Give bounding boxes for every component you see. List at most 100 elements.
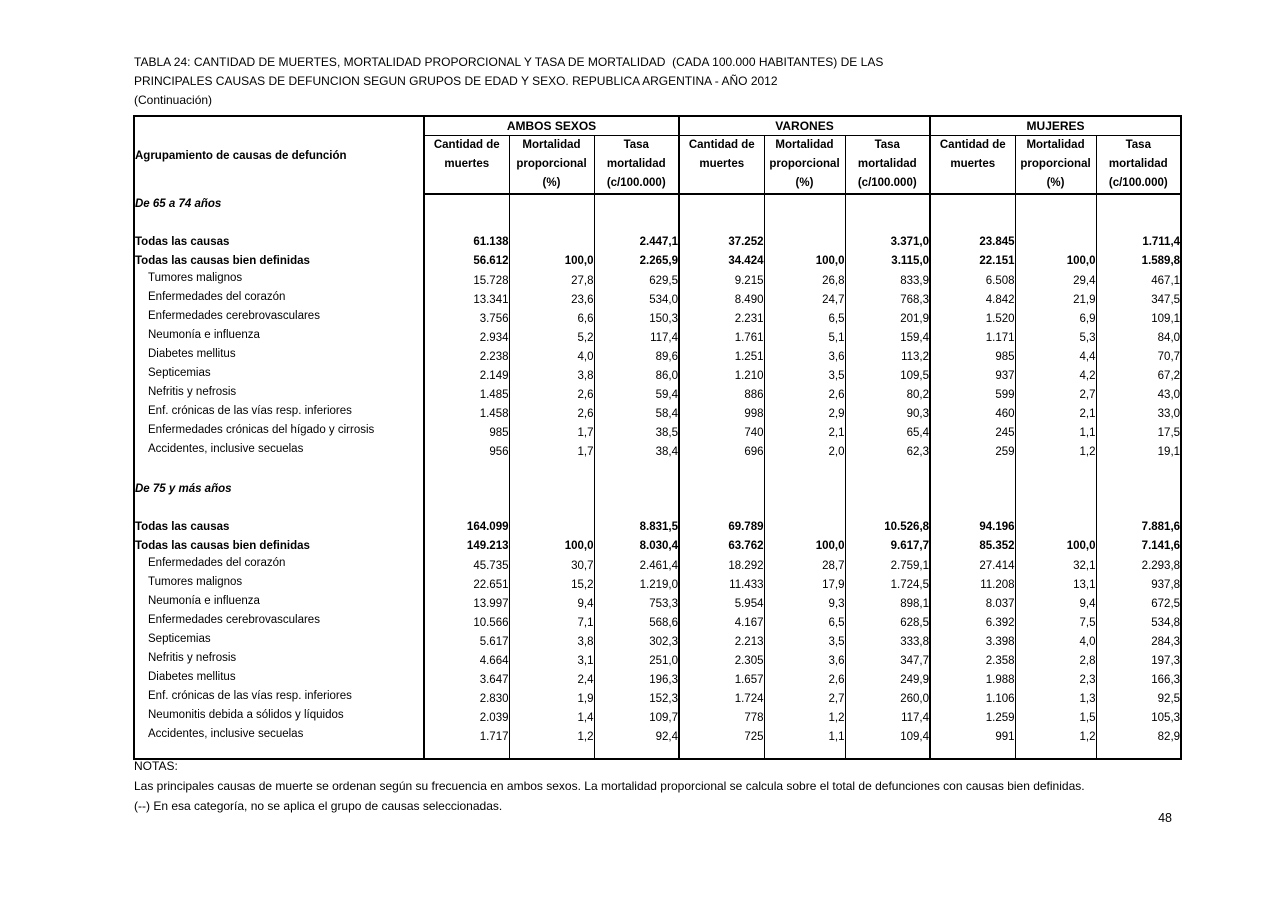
value-cell: 1,2: [1014, 726, 1097, 745]
value-cell: 2,6: [508, 403, 594, 422]
value-cell: [508, 194, 594, 213]
value-cell: 1,9: [508, 688, 594, 707]
value-cell: [1014, 232, 1097, 251]
value-cell: 3,6: [763, 650, 845, 669]
value-cell: 1,7: [508, 422, 594, 441]
value-cell: 109,7: [593, 707, 679, 726]
value-cell: 2.149: [423, 365, 509, 384]
cause-cell: Enfermedades cerebrovasculares: [148, 614, 320, 626]
value-cell: 333,8: [844, 631, 931, 650]
value-cell: 1.171: [929, 327, 1016, 346]
value-cell: [593, 194, 679, 213]
value-cell: [763, 194, 845, 213]
value-cell: 937: [929, 365, 1016, 384]
cause-cell: Tumores malignos: [148, 272, 243, 284]
value-cell: [763, 498, 845, 517]
value-cell: 109,1: [1095, 308, 1182, 327]
value-cell: [423, 460, 509, 479]
mortality-table: Agrupamiento de causas de defunción AMBO…: [133, 115, 1183, 760]
group-header-ambos-sexos: AMBOS SEXOS: [423, 116, 679, 136]
cause-cell: Diabetes mellitus: [148, 671, 236, 683]
value-cell: 27.414: [929, 555, 1016, 574]
value-cell: 9,4: [1014, 593, 1097, 612]
value-cell: 152,3: [593, 688, 679, 707]
spacer-row: [134, 498, 1182, 517]
table-row: Diabetes mellitus 2.238 4,0 89,6 1.251 3,6 113…: [134, 346, 1182, 365]
value-cell: 1.259: [929, 707, 1016, 726]
value-cell: 302,3: [593, 631, 679, 650]
value-cell: [593, 460, 679, 479]
value-cell: [763, 460, 845, 479]
table-title-line-2: PRINCIPALES CAUSAS DE DEFUNCION SEGUN GR…: [134, 74, 778, 88]
value-cell: 249,9: [844, 669, 931, 688]
value-cell: 5,1: [763, 327, 845, 346]
value-cell: 33,0: [1095, 403, 1182, 422]
value-cell: 149.213: [423, 536, 509, 555]
value-cell: [423, 213, 509, 232]
value-cell: 89,6: [593, 346, 679, 365]
table-row: Accidentes, inclusive secuelas 1.717 1,2 92…: [134, 726, 1182, 745]
value-cell: 2.830: [423, 688, 509, 707]
value-cell: 2,0: [763, 441, 845, 460]
column-header: Cantidad de muertes: [678, 135, 764, 195]
value-cell: [929, 213, 1016, 232]
value-cell: 11.433: [678, 574, 764, 593]
value-cell: 17,5: [1095, 422, 1182, 441]
value-cell: 2.759,1: [844, 555, 931, 574]
table-row: Diabetes mellitus 3.647 2,4 196,3 1.657 2,6 24…: [134, 669, 1182, 688]
spacer-cell: [134, 745, 424, 759]
value-cell: [593, 213, 679, 232]
value-cell: [508, 479, 594, 498]
cause-cell: Neumonía e influenza: [148, 329, 260, 341]
value-cell: 67,2: [1095, 365, 1182, 384]
value-cell: 84,0: [1095, 327, 1182, 346]
value-cell: 15,2: [508, 574, 594, 593]
value-cell: [1095, 745, 1182, 759]
value-cell: 100,0: [1014, 251, 1097, 270]
table-body: De 65 a 74 años Todas las causas 61.138 2.4…: [134, 194, 1182, 759]
value-cell: 2,3: [1014, 669, 1097, 688]
value-cell: 65,4: [844, 422, 931, 441]
value-cell: [929, 498, 1016, 517]
table-row: Enfermedades crónicas del hígado y cirro…: [134, 422, 1182, 441]
group-header-varones: VARONES: [677, 116, 931, 136]
spacer-row: [134, 213, 1182, 232]
cause-cell: Enfermedades cerebrovasculares: [148, 310, 320, 322]
value-cell: [678, 745, 764, 759]
value-cell: [508, 460, 594, 479]
value-cell: 32,1: [1014, 555, 1097, 574]
notes-heading: NOTAS:: [134, 759, 178, 773]
value-cell: 8.037: [929, 593, 1016, 612]
value-cell: 886: [678, 384, 764, 403]
value-cell: 833,9: [844, 270, 931, 289]
column-header: Tasa mortalidad (c/100.000): [593, 135, 679, 195]
value-cell: [844, 213, 931, 232]
cause-cell: Todas las causas: [135, 235, 230, 248]
value-cell: 460: [929, 403, 1016, 422]
value-cell: 284,3: [1095, 631, 1182, 650]
value-cell: 1,1: [1014, 422, 1097, 441]
cause-cell: Nefritis y nefrosis: [148, 652, 237, 664]
value-cell: 62,3: [844, 441, 931, 460]
value-cell: 9,4: [508, 593, 594, 612]
value-cell: [508, 498, 594, 517]
value-cell: 753,3: [593, 593, 679, 612]
value-cell: 19,1: [1095, 441, 1182, 460]
value-cell: 1,2: [763, 707, 845, 726]
value-cell: 347,7: [844, 650, 931, 669]
value-cell: 672,5: [1095, 593, 1182, 612]
value-cell: 534,0: [593, 289, 679, 308]
cause-cell: Todas las causas bien definidas: [135, 254, 310, 267]
value-cell: 1.589,8: [1095, 251, 1182, 270]
value-cell: 1.251: [678, 346, 764, 365]
value-cell: 898,1: [844, 593, 931, 612]
value-cell: [1014, 745, 1097, 759]
value-cell: 985: [423, 422, 509, 441]
cause-cell: Todas las causas bien definidas: [135, 539, 310, 552]
table-title-line-1: TABLA 24: CANTIDAD DE MUERTES, MORTALIDA…: [134, 55, 884, 69]
value-cell: 4,0: [1014, 631, 1097, 650]
value-cell: 150,3: [593, 308, 679, 327]
value-cell: 2.461,4: [593, 555, 679, 574]
value-cell: 4,4: [1014, 346, 1097, 365]
value-cell: [1014, 498, 1097, 517]
